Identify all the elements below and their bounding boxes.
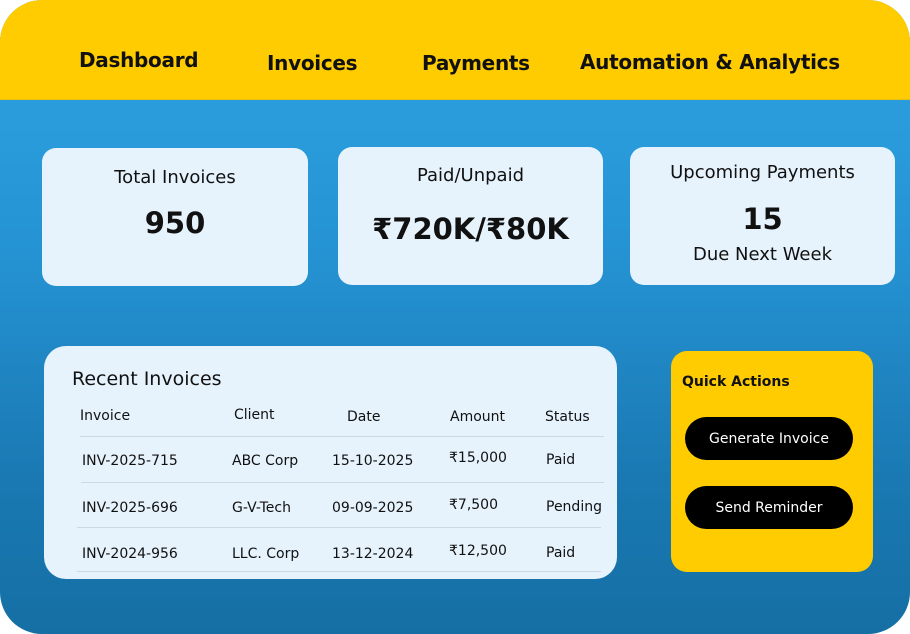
- card-title: Upcoming Payments: [670, 162, 855, 183]
- col-header-client: Client: [234, 407, 275, 423]
- card-value: 15: [742, 202, 783, 236]
- cell-date: 13-12-2024: [332, 546, 414, 562]
- cell-amount: ₹15,000: [449, 450, 507, 466]
- total-invoices-card: Total Invoices 950: [42, 148, 308, 286]
- nav-dashboard[interactable]: Dashboard: [79, 48, 199, 72]
- send-reminder-button[interactable]: Send Reminder: [685, 486, 853, 529]
- top-nav-bar: Dashboard Invoices Payments Automation &…: [0, 0, 910, 100]
- divider: [81, 482, 604, 483]
- quick-actions-panel: Quick Actions Generate Invoice Send Remi…: [671, 351, 873, 572]
- cell-invoice: INV-2025-715: [82, 453, 178, 469]
- panel-title: Quick Actions: [682, 374, 790, 390]
- cell-invoice: INV-2024-956: [82, 546, 178, 562]
- nav-automation-analytics[interactable]: Automation & Analytics: [580, 50, 840, 74]
- col-header-date: Date: [347, 409, 381, 425]
- paid-unpaid-card: Paid/Unpaid ₹720K/₹80K: [338, 147, 603, 285]
- upcoming-payments-card: Upcoming Payments 15 Due Next Week: [630, 147, 895, 285]
- cell-amount: ₹7,500: [449, 497, 498, 513]
- panel-title: Recent Invoices: [72, 368, 222, 390]
- col-header-amount: Amount: [450, 409, 506, 425]
- divider: [77, 571, 601, 572]
- cell-client: ABC Corp: [232, 453, 299, 469]
- nav-invoices[interactable]: Invoices: [267, 51, 358, 75]
- cell-status: Pending: [546, 499, 602, 515]
- cell-date: 09-09-2025: [332, 500, 414, 516]
- cell-status: Paid: [546, 545, 576, 561]
- col-header-invoice: Invoice: [80, 408, 131, 424]
- cell-status: Paid: [546, 452, 576, 468]
- recent-invoices-panel: Recent Invoices Invoice Client Date Amou…: [44, 346, 617, 579]
- generate-invoice-button[interactable]: Generate Invoice: [685, 417, 853, 460]
- nav-payments[interactable]: Payments: [422, 51, 530, 75]
- divider: [77, 527, 601, 528]
- col-header-status: Status: [545, 409, 590, 425]
- card-value: 950: [144, 206, 206, 240]
- cell-date: 15-10-2025: [332, 453, 414, 469]
- cell-client: LLC. Corp: [232, 546, 300, 562]
- cell-invoice: INV-2025-696: [82, 500, 178, 516]
- cell-client: G-V-Tech: [232, 500, 291, 516]
- card-title: Paid/Unpaid: [416, 165, 525, 186]
- card-subtitle: Due Next Week: [692, 244, 833, 265]
- cell-amount: ₹12,500: [449, 543, 507, 559]
- divider: [80, 436, 604, 437]
- card-title: Total Invoices: [114, 167, 236, 188]
- card-value: ₹720K/₹80K: [372, 212, 569, 246]
